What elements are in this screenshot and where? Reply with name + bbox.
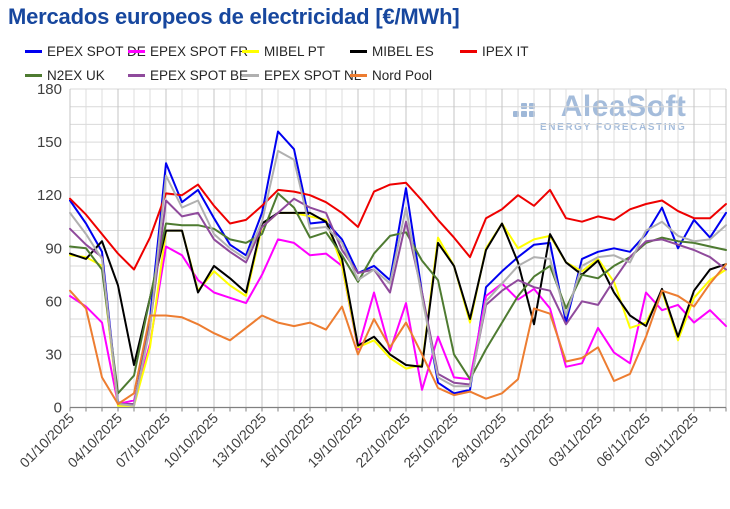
y-axis-label: 150 bbox=[37, 134, 62, 151]
y-axis-label: 120 bbox=[37, 187, 62, 204]
legend-label: N2EX UK bbox=[47, 67, 105, 83]
legend-label: EPEX SPOT BE bbox=[150, 67, 249, 83]
legend-item-nord-pool: Nord Pool bbox=[350, 67, 432, 83]
legend-swatch-icon bbox=[350, 49, 367, 53]
y-axis-label: 90 bbox=[45, 240, 62, 257]
legend-item-mibel-pt: MIBEL PT bbox=[242, 43, 325, 59]
series-line-mibel-es bbox=[69, 211, 727, 368]
aleasoft-logo-tagline: ENERGY FORECASTING bbox=[540, 122, 687, 133]
aleasoft-logo-dots-icon bbox=[512, 102, 536, 118]
legend-swatch-icon bbox=[128, 73, 145, 77]
legend-item-mibel-es: MIBEL ES bbox=[350, 43, 434, 59]
legend-swatch-icon bbox=[25, 73, 42, 77]
y-axis-label: 60 bbox=[45, 293, 62, 310]
legend-item-n2ex-uk: N2EX UK bbox=[25, 67, 105, 83]
series-line-ipex-it bbox=[69, 181, 727, 271]
series-line-epex-spot-nl bbox=[69, 149, 727, 407]
series-line-epex-spot-be bbox=[69, 197, 727, 405]
legend-swatch-icon bbox=[350, 73, 367, 77]
y-axis-label: 0 bbox=[54, 400, 62, 417]
legend-item-epex-spot-de: EPEX SPOT DE bbox=[25, 43, 146, 59]
series-line-n2ex-uk bbox=[69, 192, 727, 395]
series-line-epex-spot-fr bbox=[69, 238, 727, 405]
legend-item-epex-spot-nl: EPEX SPOT NL bbox=[242, 67, 361, 83]
legend-label: Nord Pool bbox=[372, 67, 433, 83]
legend-swatch-icon bbox=[128, 49, 145, 53]
legend-swatch-icon bbox=[242, 73, 259, 77]
legend-item-ipex-it: IPEX IT bbox=[460, 43, 529, 59]
legend-item-epex-spot-fr: EPEX SPOT FR bbox=[128, 43, 248, 59]
legend-label: EPEX SPOT DE bbox=[47, 43, 146, 59]
legend-label: IPEX IT bbox=[482, 43, 529, 59]
y-axis-label: 30 bbox=[45, 346, 62, 363]
series-line-nord-pool bbox=[69, 263, 727, 405]
legend-swatch-icon bbox=[25, 49, 42, 53]
legend-row-1: EPEX SPOT DE EPEX SPOT FR MIBEL PT MIBEL ES… bbox=[0, 43, 730, 59]
legend-row-2: N2EX UK EPEX SPOT BE EPEX SPOT NL Nord Pool bbox=[0, 67, 730, 83]
legend-swatch-icon bbox=[242, 49, 259, 53]
legend-swatch-icon bbox=[460, 49, 477, 53]
y-axis-label: 180 bbox=[37, 81, 62, 98]
page-title: Mercados europeos de electricidad [€/MWh… bbox=[8, 4, 460, 29]
legend-label: MIBEL ES bbox=[372, 43, 434, 59]
legend-item-epex-spot-be: EPEX SPOT BE bbox=[128, 67, 248, 83]
legend-label: MIBEL PT bbox=[264, 43, 326, 59]
legend-label: EPEX SPOT FR bbox=[150, 43, 249, 59]
legend-label: EPEX SPOT NL bbox=[264, 67, 362, 83]
series-line-epex-spot-de bbox=[69, 130, 727, 407]
